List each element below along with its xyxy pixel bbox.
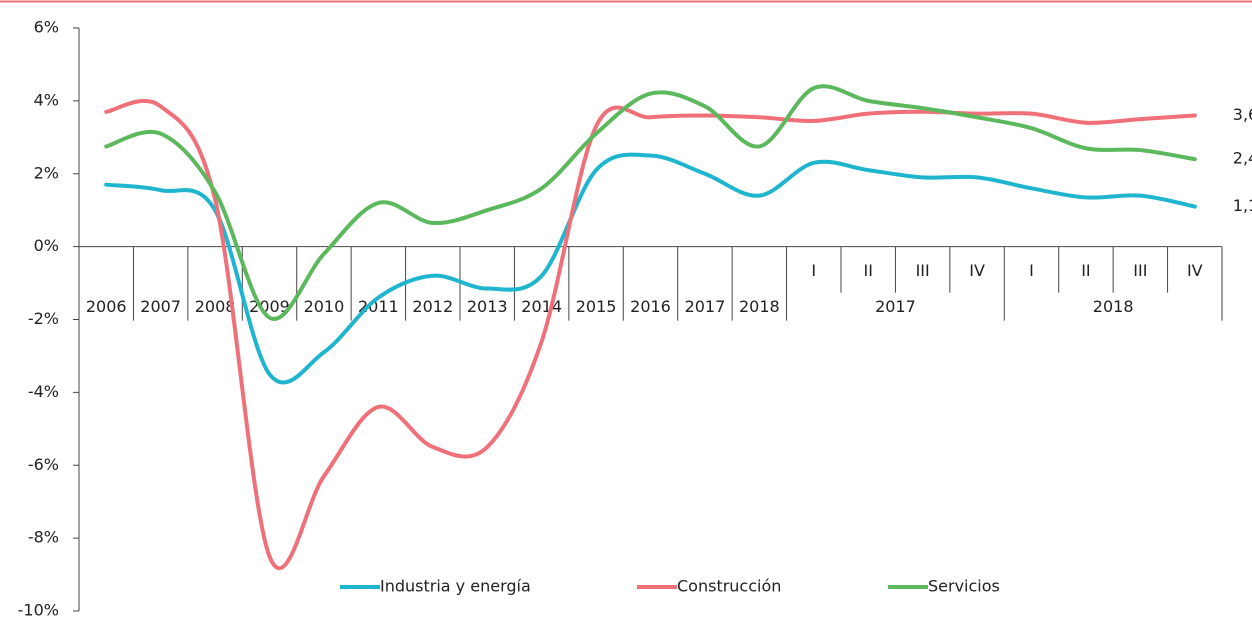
x-tick-label: 2017 <box>685 297 726 316</box>
x-tick-label: II <box>1081 261 1090 280</box>
y-tick-label: 4% <box>34 90 59 109</box>
x-tick-label: 2018 <box>739 297 780 316</box>
series-line <box>104 99 1197 570</box>
x-tick-label: 2015 <box>576 297 617 316</box>
x-tick-label: 2008 <box>195 297 236 316</box>
y-tick-label: 6% <box>34 18 59 37</box>
x-tick-label: IV <box>1187 261 1203 280</box>
legend-label: Industria y energía <box>380 577 531 596</box>
group-label: 2018 <box>1093 297 1134 316</box>
x-tick-label: 2007 <box>140 297 181 316</box>
end-label: 1,1% <box>1233 196 1252 215</box>
x-tick-label: 2011 <box>358 297 399 316</box>
x-tick-label: 2010 <box>304 297 345 316</box>
x-tick-label: I <box>1029 261 1034 280</box>
group-label: 2017 <box>875 297 916 316</box>
x-tick-label: 2006 <box>86 297 127 316</box>
x-tick-label: 2013 <box>467 297 508 316</box>
y-tick-label: 0% <box>34 236 59 255</box>
x-tick-label: 2016 <box>630 297 671 316</box>
end-label: 2,4% <box>1233 149 1252 168</box>
y-tick-label: -10% <box>18 601 59 620</box>
x-tick-label: II <box>863 261 872 280</box>
y-tick-label: -6% <box>28 455 59 474</box>
x-tick-label: IV <box>969 261 985 280</box>
x-tick-label: 2014 <box>521 297 562 316</box>
end-label: 3,6% <box>1233 105 1252 124</box>
y-tick-label: -4% <box>28 382 59 401</box>
series-line <box>104 84 1197 321</box>
y-tick-label: -2% <box>28 309 59 328</box>
x-tick-label: III <box>916 261 930 280</box>
y-tick-label: 2% <box>34 163 59 182</box>
legend-label: Servicios <box>928 577 1000 596</box>
legend-label: Construcción <box>677 577 781 596</box>
y-tick-label: -8% <box>28 528 59 547</box>
x-tick-label: III <box>1133 261 1147 280</box>
x-tick-label: I <box>811 261 816 280</box>
x-tick-label: 2012 <box>412 297 453 316</box>
series-line <box>104 152 1197 385</box>
